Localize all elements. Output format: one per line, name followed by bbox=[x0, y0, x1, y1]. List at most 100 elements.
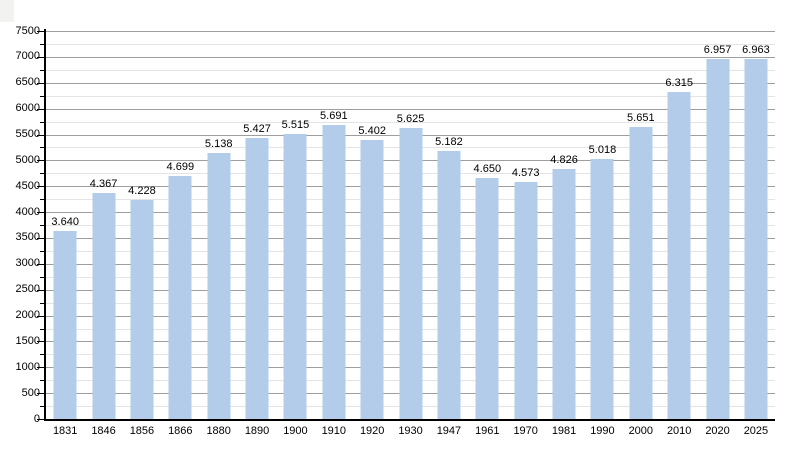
x-tick-label: 2020 bbox=[705, 425, 730, 437]
bar-group-1900: 5.515 bbox=[276, 31, 314, 419]
x-tick-label: 1900 bbox=[283, 425, 308, 437]
bar-value-label: 5.691 bbox=[320, 109, 348, 122]
minor-y-tick bbox=[40, 147, 44, 149]
bar-value-label: 4.699 bbox=[166, 160, 195, 173]
y-tick-label: 7500 bbox=[15, 24, 40, 37]
bar-group-1831: 3.640 bbox=[46, 31, 84, 419]
y-tick-label: 4000 bbox=[15, 205, 40, 218]
bar-value-label: 4.228 bbox=[128, 185, 156, 198]
x-tick-label: 1990 bbox=[590, 425, 615, 437]
bar bbox=[92, 193, 116, 419]
x-tick-label: 1846 bbox=[91, 425, 116, 437]
bar bbox=[437, 150, 461, 419]
y-tick-label: 6000 bbox=[15, 102, 40, 115]
y-tick-label: 0 bbox=[33, 412, 40, 425]
bar-group-1981: 4.826 bbox=[545, 31, 583, 419]
bar-group-1970: 4.573 bbox=[507, 31, 545, 419]
major-y-tick bbox=[37, 419, 44, 420]
major-y-tick bbox=[37, 160, 44, 162]
bar-group-1856: 4.228 bbox=[123, 31, 161, 419]
minor-y-tick bbox=[40, 69, 44, 71]
bar-group-1947: 5.182 bbox=[430, 31, 468, 419]
bar-value-label: 5.018 bbox=[588, 144, 617, 157]
bar-group-2000: 5.651 bbox=[622, 31, 660, 419]
bar bbox=[552, 169, 576, 419]
bar bbox=[475, 178, 499, 419]
bar bbox=[514, 182, 538, 419]
minor-y-tick bbox=[40, 302, 44, 304]
bar bbox=[283, 133, 307, 419]
minor-y-tick bbox=[40, 173, 44, 175]
minor-y-tick bbox=[40, 95, 44, 97]
x-axis-labels: 1831 1846 1856 1866 1880 1890 1900 1910 1920 1930… bbox=[46, 425, 775, 438]
major-gridline bbox=[46, 31, 775, 32]
bar-value-label: 6.957 bbox=[703, 44, 732, 57]
minor-y-tick bbox=[40, 354, 44, 356]
major-y-tick bbox=[37, 108, 44, 110]
major-gridline bbox=[46, 108, 775, 110]
major-y-tick bbox=[37, 237, 44, 239]
x-tick-label: 1961 bbox=[475, 425, 500, 437]
x-tick-label: 1920 bbox=[359, 425, 385, 437]
y-tick-label: 2500 bbox=[15, 283, 40, 296]
bar-group-2025: 6.963 bbox=[737, 31, 775, 419]
bar-value-label: 5.427 bbox=[243, 123, 271, 136]
bar bbox=[245, 138, 269, 419]
y-tick-label: 4500 bbox=[15, 179, 40, 192]
bar-group-2020: 6.957 bbox=[698, 31, 736, 419]
bar-group-1890: 5.427 bbox=[238, 31, 276, 419]
major-y-tick bbox=[37, 393, 44, 395]
bar-value-label: 5.625 bbox=[396, 113, 425, 125]
bar bbox=[207, 153, 231, 419]
minor-y-tick bbox=[40, 406, 44, 408]
minor-y-tick bbox=[40, 199, 44, 201]
bar-value-label: 6.315 bbox=[665, 77, 693, 90]
minor-y-tick bbox=[40, 250, 44, 252]
major-y-tick bbox=[37, 31, 44, 32]
bar bbox=[744, 58, 768, 419]
bar bbox=[706, 59, 730, 419]
bar-value-label: 5.651 bbox=[627, 111, 655, 124]
bar-group-1866: 4.699 bbox=[161, 31, 199, 419]
bar-group-2010: 6.315 bbox=[660, 31, 698, 419]
x-tick-label: 1856 bbox=[129, 425, 155, 437]
minor-y-tick bbox=[40, 121, 44, 123]
bar bbox=[590, 159, 614, 419]
x-tick-label: 2000 bbox=[628, 425, 654, 437]
x-tick-label: 1970 bbox=[513, 425, 538, 437]
major-y-tick bbox=[37, 134, 44, 136]
x-tick-label: 2010 bbox=[666, 425, 692, 437]
y-tick-label: 2000 bbox=[15, 309, 40, 321]
y-tick-label: 3500 bbox=[15, 231, 40, 244]
bar bbox=[399, 128, 423, 419]
major-y-tick bbox=[37, 289, 44, 291]
bar-value-label: 5.182 bbox=[435, 135, 463, 148]
major-y-tick bbox=[37, 315, 44, 317]
major-y-tick bbox=[37, 82, 44, 84]
bar-value-label: 5.138 bbox=[204, 138, 233, 151]
y-tick-label: 5000 bbox=[15, 153, 40, 166]
corner-artifact bbox=[0, 0, 14, 22]
bar bbox=[168, 175, 192, 419]
x-tick-label: 1910 bbox=[321, 425, 347, 437]
y-axis-line bbox=[44, 29, 46, 421]
bar bbox=[667, 92, 691, 419]
bar-value-label: 4.650 bbox=[473, 163, 502, 176]
major-y-tick bbox=[37, 56, 44, 58]
bar-group-1990: 5.018 bbox=[583, 31, 621, 419]
bar-group-1930: 5.625 bbox=[391, 31, 429, 419]
bar-group-1910: 5.691 bbox=[315, 31, 353, 419]
bar-value-label: 5.515 bbox=[281, 118, 310, 131]
x-tick-label: 1981 bbox=[551, 425, 577, 437]
x-axis-line bbox=[44, 419, 775, 421]
major-y-tick bbox=[37, 263, 44, 265]
x-tick-label: 2025 bbox=[743, 425, 769, 437]
minor-y-tick bbox=[40, 276, 44, 278]
bar-group-1846: 4.367 bbox=[84, 31, 122, 419]
x-tick-label: 1880 bbox=[206, 425, 231, 437]
x-tick-label: 1831 bbox=[52, 425, 78, 437]
x-tick-label: 1866 bbox=[168, 425, 193, 437]
minor-y-tick bbox=[40, 380, 44, 382]
bar bbox=[53, 230, 77, 419]
